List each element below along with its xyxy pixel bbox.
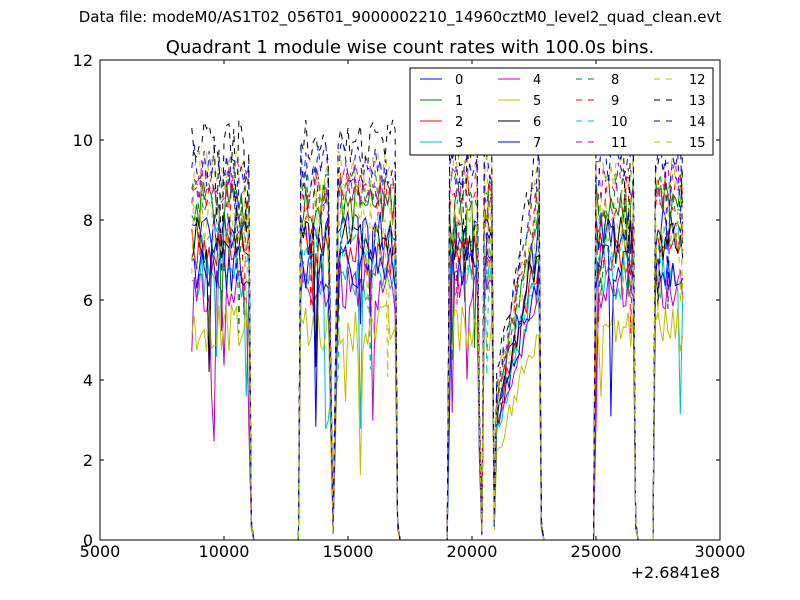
legend-label-0: 0 <box>455 73 463 88</box>
x-tick-label: 25000 <box>571 542 622 561</box>
x-tick-label: 10000 <box>199 542 250 561</box>
x-offset-label: +2.6841e8 <box>630 563 720 582</box>
legend-label-5: 5 <box>533 94 541 109</box>
legend-label-3: 3 <box>455 136 463 151</box>
legend-label-14: 14 <box>689 115 706 130</box>
chart-title: Quadrant 1 module wise count rates with … <box>165 37 655 58</box>
legend-label-10: 10 <box>611 115 628 130</box>
legend-box <box>409 67 714 156</box>
y-tick-label: 10 <box>73 131 93 150</box>
y-tick-label: 6 <box>83 291 93 310</box>
legend-label-2: 2 <box>455 115 463 130</box>
series-lines <box>191 119 684 541</box>
series-line-0 <box>191 208 684 541</box>
series-line-8 <box>191 168 684 541</box>
x-tick-label: 30000 <box>695 542 746 561</box>
y-tick-label: 2 <box>83 451 93 470</box>
series-line-14 <box>191 139 684 541</box>
legend-label-13: 13 <box>689 94 706 109</box>
series-line-12 <box>191 147 684 541</box>
y-tick-label: 0 <box>83 531 93 550</box>
y-tick-label: 8 <box>83 211 93 230</box>
legend-label-6: 6 <box>533 115 541 130</box>
x-tick-label: 15000 <box>323 542 374 561</box>
x-tick-label: 5000 <box>80 542 121 561</box>
legend-label-4: 4 <box>533 73 541 88</box>
legend-label-8: 8 <box>611 73 619 88</box>
legend-label-7: 7 <box>533 136 541 151</box>
y-tick-label: 12 <box>73 51 93 70</box>
series-line-11 <box>191 158 684 541</box>
series-line-7 <box>191 244 684 541</box>
series-line-15 <box>191 197 684 541</box>
figure-suptitle: Data file: modeM0/AS1T02_056T01_90000022… <box>78 8 722 26</box>
series-line-5 <box>191 304 684 541</box>
y-tick-label: 4 <box>83 371 93 390</box>
legend-label-11: 11 <box>611 136 628 151</box>
legend-label-1: 1 <box>455 94 463 109</box>
legend-label-12: 12 <box>689 73 706 88</box>
legend-label-9: 9 <box>611 94 619 109</box>
x-tick-label: 20000 <box>447 542 498 561</box>
legend-label-15: 15 <box>689 136 706 151</box>
